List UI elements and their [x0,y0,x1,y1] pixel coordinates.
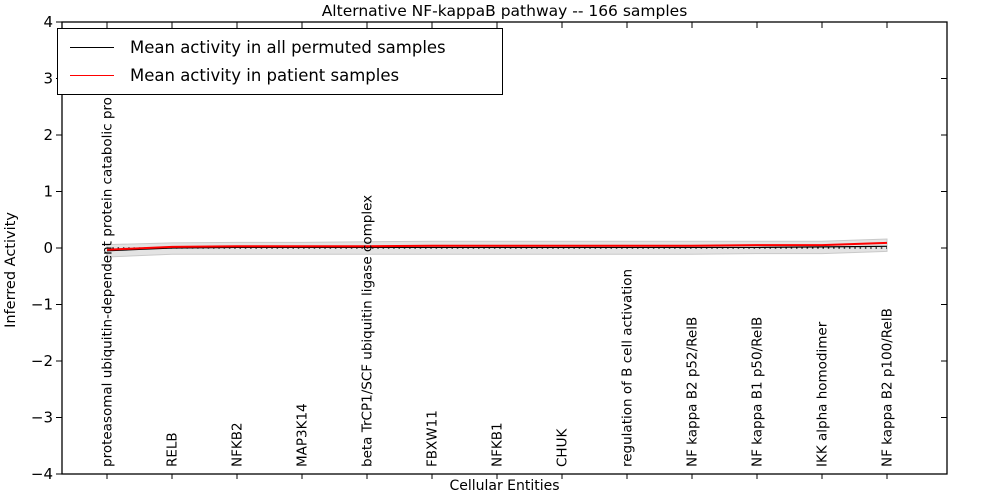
entity-label: MAP3K14 [295,403,311,467]
y-tick-label: −3 [31,409,53,427]
y-tick-label: 2 [43,126,53,144]
y-tick-label: −4 [31,465,53,483]
entity-label: NF kappa B2 p52/RelB [685,317,701,467]
entity-label: IKK alpha homodimer [815,321,831,467]
y-tick-label: −1 [31,296,53,314]
y-tick-label: 4 [43,13,53,31]
chart-title: Alternative NF-kappaB pathway -- 166 sam… [321,2,688,20]
legend-label: Mean activity in patient samples [130,66,400,86]
entity-label: regulation of B cell activation [620,269,636,467]
y-tick-label: 1 [43,183,53,201]
legend-item-patient: Mean activity in patient samples [70,63,502,89]
red-line-swatch [70,75,114,77]
entity-label: FBXW11 [425,410,441,467]
entity-label: beta TrCP1/SCF ubiquitin ligase complex [360,195,376,467]
permuted-mean-line [106,245,888,252]
black-line-swatch [70,46,114,48]
y-axis-label: Inferred Activity [3,212,19,328]
y-tick-label: 0 [43,239,53,257]
legend-label: Mean activity in all permuted samples [130,37,446,57]
entity-label: NFKB2 [230,422,246,467]
entity-label: NF kappa B2 p100/RelB [880,308,896,467]
x-axis-label: Cellular Entities [449,478,560,494]
entity-label: NF kappa B1 p50/RelB [750,317,766,467]
legend-item-permuted: Mean activity in all permuted samples [70,34,502,60]
y-tick-label: −2 [31,352,53,370]
y-tick-label: 3 [43,70,53,88]
entity-label: NFKB1 [490,422,506,467]
entity-label: proteasomal ubiquitin-dependent protein … [100,97,116,467]
entity-label: RELB [165,432,181,467]
legend: Mean activity in all permuted samples Me… [57,28,503,95]
patient-mean-line [106,241,888,251]
entity-label: CHUK [555,428,571,467]
